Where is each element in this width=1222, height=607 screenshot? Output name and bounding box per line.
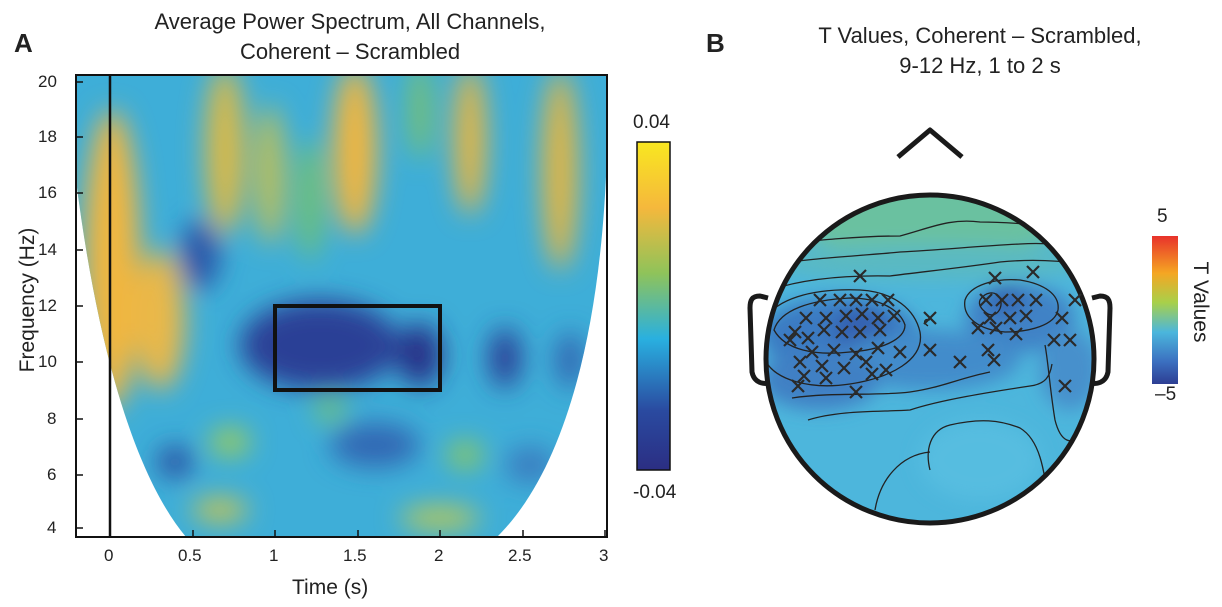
y-tick-label: 20	[38, 72, 57, 91]
electrode-marker	[865, 367, 879, 381]
electrode-marker	[1068, 293, 1082, 307]
electrode-marker	[1063, 333, 1077, 347]
electrode-marker	[797, 369, 811, 383]
electrode-marker	[849, 347, 863, 361]
electrode-marker	[1058, 379, 1072, 393]
colorbar-b-label: T Values	[1189, 261, 1212, 343]
electrode-marker	[813, 293, 827, 307]
electrode-marker	[855, 307, 869, 321]
electrode-marker	[893, 345, 907, 359]
electrode-marker	[1003, 311, 1017, 325]
electrode-marker	[793, 355, 807, 369]
electrode-marker	[971, 321, 985, 335]
colorbar-b-min-label: –5	[1155, 384, 1177, 405]
electrode-marker	[805, 345, 819, 359]
y-tick-label: 8	[47, 409, 57, 428]
y-tick-label: 12	[38, 296, 57, 315]
panel-a-title-line2: Coherent – Scrambled	[239, 39, 461, 64]
electrode-marker	[1055, 311, 1069, 325]
head-nose	[896, 127, 964, 159]
x-tick-label: 2.5	[508, 546, 532, 565]
colorbar-a	[636, 141, 671, 471]
topography-map	[766, 195, 1094, 523]
electrode-marker	[853, 269, 867, 283]
electrode-marker	[835, 325, 849, 339]
head-outline	[763, 192, 1097, 526]
y-tick-label: 14	[38, 240, 57, 259]
electrode-marker	[953, 355, 967, 369]
y-axis-ticks	[76, 81, 83, 529]
electrode-marker	[859, 355, 873, 369]
panel-a-title-line1: Average Power Spectrum, All Channels,	[154, 9, 546, 34]
y-tick-label: 16	[38, 183, 57, 202]
panel-b-title-line1: T Values, Coherent – Scrambled,	[818, 23, 1142, 48]
x-tick-label: 0.5	[178, 546, 202, 565]
electrode-marker	[923, 311, 937, 325]
panel-b-title-line2: 9-12 Hz, 1 to 2 s	[899, 53, 1061, 78]
electrode-marker	[815, 359, 829, 373]
y-tick-label: 4	[47, 518, 57, 537]
electrode-marker	[881, 293, 895, 307]
highlight-window	[273, 304, 442, 392]
electrode-marker	[819, 311, 833, 325]
electrode-marker	[1019, 309, 1033, 323]
electrode-marker	[1047, 333, 1061, 347]
x-axis-label: Time (s)	[292, 576, 369, 599]
electrode-marker	[995, 293, 1009, 307]
electrode-marker	[788, 325, 802, 339]
electrode-marker	[833, 293, 847, 307]
electrode-marker	[989, 321, 1003, 335]
electrode-marker	[983, 311, 997, 325]
electrode-marker	[987, 353, 1001, 367]
y-tick-label: 6	[47, 465, 57, 484]
electrode-marker	[839, 309, 853, 323]
spectrogram-image	[76, 75, 607, 537]
x-tick-label: 1.5	[343, 546, 367, 565]
electrode-marker	[865, 293, 879, 307]
electrode-marker	[1026, 265, 1040, 279]
electrode-marker	[791, 379, 805, 393]
electrode-marker	[849, 293, 863, 307]
electrode-marker	[871, 311, 885, 325]
electrode-marker	[887, 309, 901, 323]
y-tick-label: 18	[38, 127, 57, 146]
electrode-marker	[799, 311, 813, 325]
electrode-marker	[988, 271, 1002, 285]
electrode-marker	[853, 325, 867, 339]
y-axis-label: Frequency (Hz)	[16, 227, 39, 373]
electrode-marker	[871, 341, 885, 355]
colorbar-a-max-label: 0.04	[633, 112, 670, 133]
x-tick-label: 0	[104, 546, 114, 565]
colorbar-b	[1152, 236, 1178, 384]
x-tick-label: 2	[434, 546, 444, 565]
colorbar-b-max-label: 5	[1157, 206, 1168, 227]
electrode-marker	[873, 323, 887, 337]
electrode-markers	[783, 265, 1082, 399]
x-tick-label: 3	[599, 546, 609, 565]
electrode-marker	[1009, 327, 1023, 341]
electrode-marker	[817, 323, 831, 337]
electrode-marker	[879, 363, 893, 377]
electrode-marker	[1029, 293, 1043, 307]
electrode-marker	[923, 343, 937, 357]
panel-b-letter: B	[706, 28, 725, 58]
electrode-marker	[801, 331, 815, 345]
x-tick-label: 1	[269, 546, 279, 565]
electrode-marker	[837, 361, 851, 375]
panel-a-letter: A	[14, 28, 33, 58]
electrode-marker	[1011, 293, 1025, 307]
head-left-ear	[747, 293, 777, 387]
electrode-marker	[849, 385, 863, 399]
electrode-marker	[979, 293, 993, 307]
colorbar-a-min-label: -0.04	[633, 482, 677, 503]
electrode-marker	[981, 343, 995, 357]
y-tick-label: 10	[38, 352, 57, 371]
electrode-marker	[819, 371, 833, 385]
electrode-marker	[783, 333, 797, 347]
head-right-ear	[1083, 293, 1113, 387]
electrode-marker	[827, 343, 841, 357]
